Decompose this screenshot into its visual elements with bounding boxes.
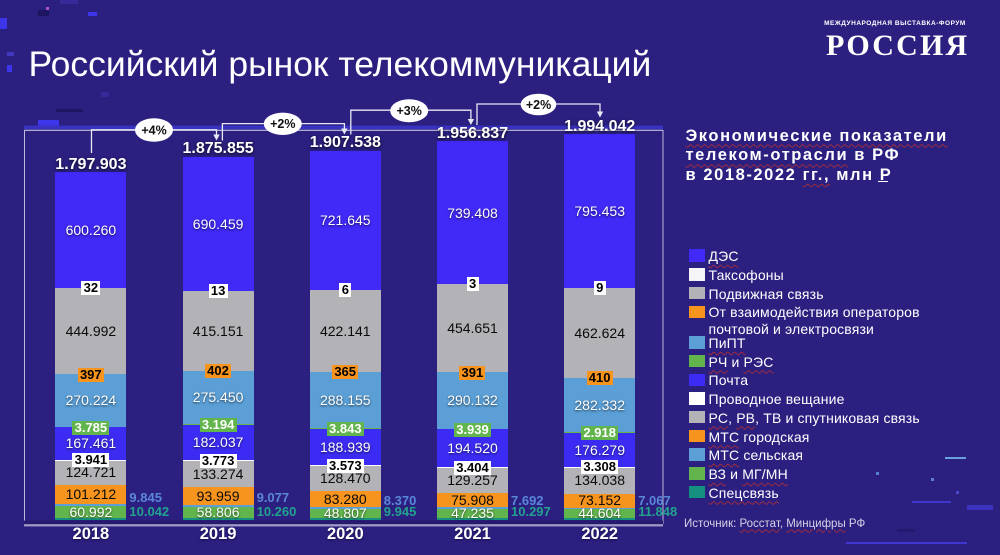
svg-text:+4%: +4% [141, 123, 166, 137]
svg-text:+3%: +3% [397, 104, 422, 118]
svg-text:+2%: +2% [270, 117, 295, 131]
svg-text:+2%: +2% [526, 98, 551, 112]
